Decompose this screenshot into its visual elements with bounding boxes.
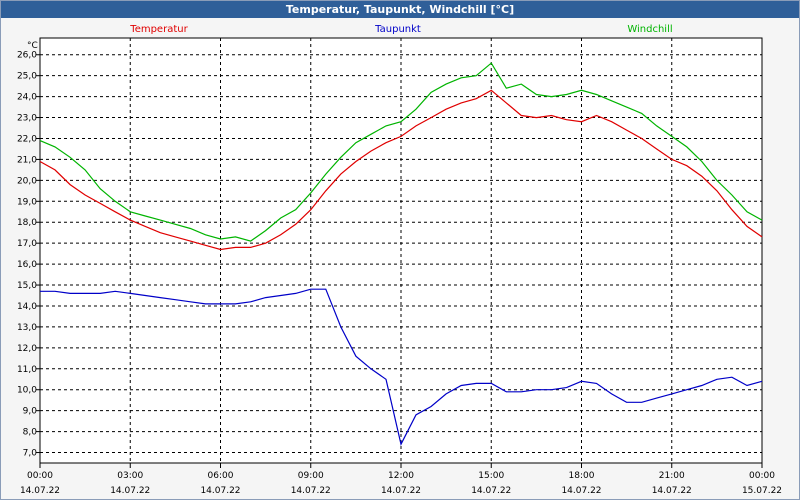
y-tick-label: 22,0 [17,134,37,144]
series-line-taupunkt [40,288,763,446]
y-tick-label: 18,0 [17,218,37,228]
legend-temperatur: Temperatur [129,24,188,35]
y-tick-label: 11,0 [17,365,37,375]
x-tick-date: 14.07.22 [381,486,421,496]
x-tick-time: 21:00 [659,471,685,481]
x-tick-time: 09:00 [298,471,324,481]
y-tick-label: 19,0 [17,197,37,207]
y-tick-label: 16,0 [17,260,37,270]
y-tick-label: 20,0 [17,176,37,186]
x-tick-time: 00:00 [749,471,775,481]
y-tick-label: 21,0 [17,155,37,165]
y-axis-ticks: 7,0 8,0 9,0 10,0 11,0 12,0 13,0 14,0 15,0 16,0 17,… [17,51,40,459]
legend-taupunkt: Taupunkt [374,24,421,35]
chart-title: Temperatur, Taupunkt, Windchill [°C] [1,1,799,18]
y-tick-label: 9,0 [23,407,38,417]
legend-windchill: Windchill [627,24,672,35]
y-tick-label: 10,0 [17,386,37,396]
x-axis-ticks: 00:00 14.07.22 03:00 14.07.22 06:00 14.07.22 0… [20,463,782,496]
y-axis-label: °C [27,41,38,51]
x-tick-date: 15.07.22 [742,486,782,496]
x-tick-date: 14.07.22 [652,486,692,496]
y-tick-label: 12,0 [17,344,37,354]
y-tick-label: 23,0 [17,114,37,124]
series-line-windchill [39,62,763,242]
y-tick-label: 8,0 [23,428,38,438]
chart: 7,0 8,0 9,0 10,0 11,0 12,0 13,0 14,0 15,0 16,0 17,… [17,24,782,496]
y-tick-label: 26,0 [17,51,37,61]
y-tick-label: 15,0 [17,281,37,291]
x-tick-time: 12:00 [388,471,414,481]
x-tick-time: 06:00 [208,471,234,481]
x-tick-date: 14.07.22 [200,486,240,496]
y-tick-label: 13,0 [17,323,37,333]
y-tick-label: 17,0 [17,239,37,249]
y-tick-label: 14,0 [17,302,37,312]
y-tick-label: 25,0 [17,72,37,82]
x-tick-date: 14.07.22 [110,486,150,496]
x-tick-time: 15:00 [478,471,504,481]
x-tick-date: 14.07.22 [471,486,511,496]
x-tick-time: 18:00 [569,471,595,481]
y-tick-label: 7,0 [23,449,38,459]
x-tick-date: 14.07.22 [561,486,601,496]
grid [40,38,762,463]
x-tick-date: 14.07.22 [291,486,331,496]
x-tick-time: 03:00 [117,471,143,481]
x-tick-time: 00:00 [27,471,53,481]
y-tick-label: 24,0 [17,93,37,103]
series-line-temperatur [39,89,763,251]
legend: Temperatur Taupunkt Windchill [129,24,672,35]
x-tick-date: 14.07.22 [20,486,60,496]
series-lines [39,62,763,446]
